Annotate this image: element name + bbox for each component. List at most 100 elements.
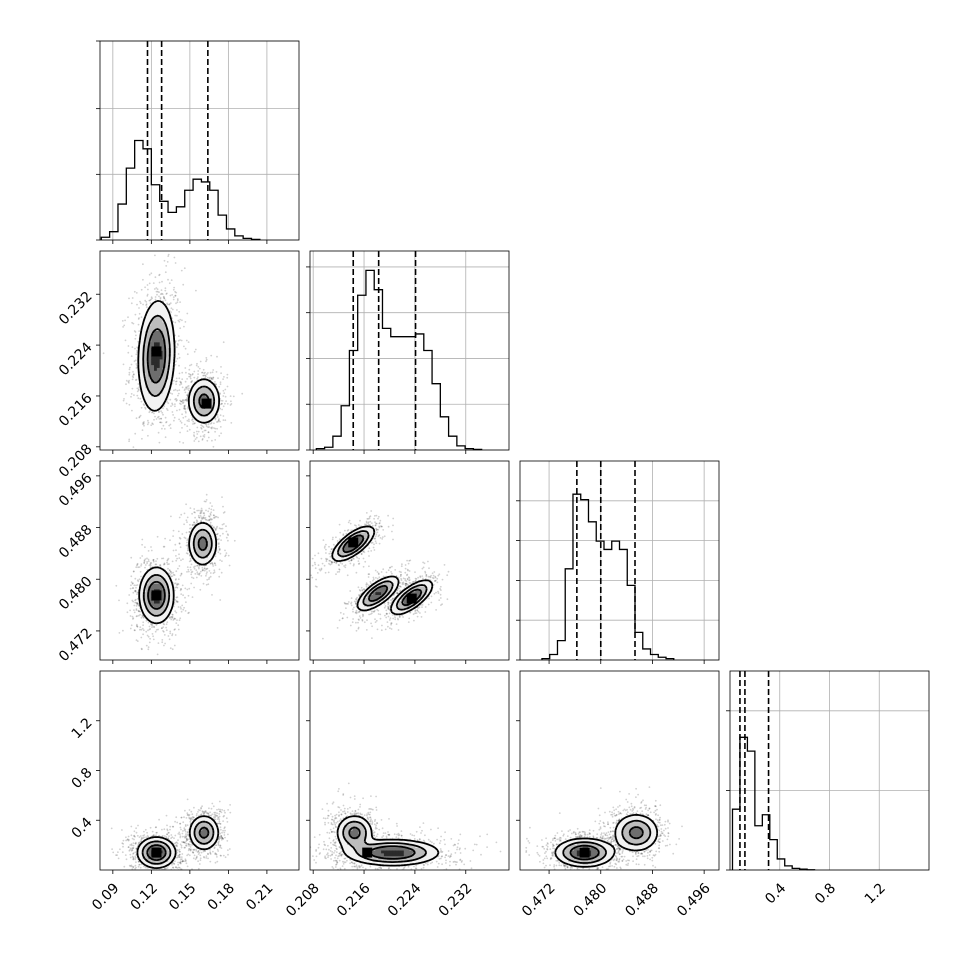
scatter-point [132, 587, 135, 589]
scatter-point [182, 416, 185, 419]
scatter-point [175, 570, 178, 573]
panels-layer: 0.2080.2160.2240.2320.4720.4800.4880.496… [56, 40, 930, 920]
scatter-point [170, 405, 172, 407]
scatter-point [180, 559, 182, 562]
density-cell [199, 526, 203, 530]
pair-inner [310, 510, 450, 640]
scatter-point [179, 537, 182, 540]
scatter-point [220, 366, 222, 368]
density-cell [208, 546, 212, 550]
scatter-point [207, 423, 210, 426]
scatter-point [220, 399, 222, 402]
scatter-point [153, 288, 156, 290]
density-cell [162, 305, 166, 309]
density-cell [168, 580, 172, 584]
scatter-point [145, 301, 148, 303]
scatter-point [170, 616, 173, 618]
scatter-point [134, 629, 136, 632]
scatter-point [144, 286, 147, 289]
scatter-point [213, 516, 216, 519]
density-cell [196, 384, 200, 388]
density-cell [142, 577, 146, 581]
density-cell [168, 370, 172, 374]
density-cell [145, 588, 149, 593]
density-cell [139, 353, 144, 357]
scatter-point [174, 634, 177, 636]
scatter-point [407, 576, 410, 579]
scatter-point [186, 400, 188, 402]
scatter-point [163, 623, 166, 626]
density-cell [168, 322, 172, 326]
scatter-point [186, 549, 189, 552]
density-cell [154, 586, 158, 590]
scatter-point [189, 373, 192, 376]
density-cell [142, 378, 146, 383]
scatter-point [207, 510, 210, 513]
scatter-point [163, 297, 166, 300]
density-cell [196, 407, 200, 411]
scatter-point [199, 435, 202, 438]
density-cell [190, 398, 195, 403]
density-cell [165, 347, 169, 351]
scatter-point [185, 519, 188, 522]
density-cell [145, 373, 149, 377]
density-cell [151, 319, 155, 323]
scatter-point [178, 542, 181, 545]
density-cell [154, 577, 158, 581]
scatter-point [152, 558, 155, 561]
density-cell [199, 532, 203, 536]
scatter-point [381, 525, 383, 528]
scatter-point [406, 578, 409, 581]
scatter-point [186, 516, 189, 519]
pair-inner [115, 493, 236, 656]
scatter-point [200, 507, 203, 510]
scatter-point [133, 604, 136, 607]
scatter-point [176, 314, 178, 317]
scatter-point [176, 557, 179, 560]
density-cell [208, 557, 212, 561]
scatter-point [129, 627, 132, 630]
scatter-point [213, 526, 215, 529]
scatter-point [226, 373, 229, 376]
scatter-point [193, 350, 196, 353]
scatter-point [376, 577, 379, 580]
scatter-point [158, 411, 160, 413]
scatter-point [355, 525, 357, 527]
density-cell [151, 364, 155, 368]
scatter-point [191, 570, 194, 573]
scatter-point [172, 298, 175, 301]
scatter-point [203, 436, 206, 438]
density-cell [171, 594, 175, 598]
scatter-point [185, 371, 187, 374]
density-cell [162, 381, 166, 386]
scatter-point [189, 559, 192, 562]
density-cell [139, 597, 144, 601]
scatter-point [373, 549, 376, 551]
density-cell [196, 381, 200, 386]
scatter-point [189, 566, 192, 569]
scatter-point [178, 377, 181, 380]
scatter-point [346, 616, 349, 619]
density-cell [145, 333, 149, 337]
density-cell [139, 594, 144, 598]
density-cell [151, 305, 155, 309]
scatter-point [161, 641, 164, 644]
scatter-point [134, 599, 137, 602]
scatter-point [178, 557, 181, 559]
scatter-point [223, 392, 226, 395]
scatter-point [137, 397, 140, 400]
scatter-point [371, 541, 374, 544]
scatter-point [330, 548, 333, 550]
density-cell [159, 324, 163, 329]
scatter-point [408, 577, 411, 579]
scatter-point [193, 370, 196, 373]
scatter-point [135, 601, 138, 604]
scatter-point [201, 425, 204, 427]
scatter-point [221, 402, 223, 405]
density-cell [154, 617, 158, 621]
scatter-point [327, 571, 330, 574]
density-cell [151, 571, 155, 576]
scatter-point [336, 571, 339, 573]
scatter-point [357, 627, 360, 630]
density-cell [156, 341, 161, 346]
